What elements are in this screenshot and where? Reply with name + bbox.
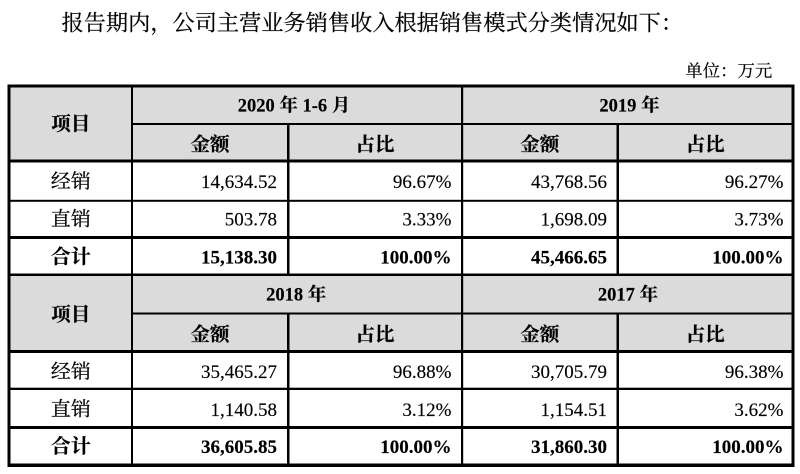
svg-text:3.62%: 3.62%	[734, 400, 783, 421]
svg-text:3.12%: 3.12%	[402, 400, 451, 421]
svg-text:2018: 2018	[266, 286, 303, 306]
svg-text:2019: 2019	[599, 96, 636, 116]
svg-text:96.67%: 96.67%	[393, 172, 452, 193]
svg-text:96.88%: 96.88%	[393, 362, 452, 383]
svg-text:2017: 2017	[598, 286, 635, 306]
svg-text:1,140.58: 1,140.58	[211, 400, 278, 421]
svg-text:43,768.56: 43,768.56	[531, 172, 607, 193]
svg-text:2020: 2020	[238, 96, 275, 116]
svg-text:45,466.65: 45,466.65	[531, 248, 607, 269]
svg-text:100.00%: 100.00%	[712, 437, 783, 458]
svg-text:96.38%: 96.38%	[725, 362, 784, 383]
svg-text:1-6: 1-6	[303, 96, 328, 116]
svg-text:14,634.52: 14,634.52	[201, 172, 277, 193]
svg-text:30,705.79: 30,705.79	[531, 362, 607, 383]
svg-text:100.00%: 100.00%	[712, 248, 783, 269]
svg-text:3.33%: 3.33%	[402, 210, 451, 231]
svg-text:15,138.30: 15,138.30	[201, 248, 277, 269]
svg-text:100.00%: 100.00%	[380, 437, 451, 458]
svg-text:1,154.51: 1,154.51	[541, 400, 608, 421]
svg-text:3.73%: 3.73%	[734, 210, 783, 231]
svg-text:36,605.85: 36,605.85	[201, 437, 277, 458]
svg-text:100.00%: 100.00%	[380, 248, 451, 269]
svg-text:31,860.30: 31,860.30	[531, 437, 607, 458]
svg-text:96.27%: 96.27%	[725, 172, 784, 193]
svg-text:503.78: 503.78	[225, 210, 277, 231]
svg-text:1,698.09: 1,698.09	[541, 210, 608, 231]
svg-text:35,465.27: 35,465.27	[201, 362, 277, 383]
